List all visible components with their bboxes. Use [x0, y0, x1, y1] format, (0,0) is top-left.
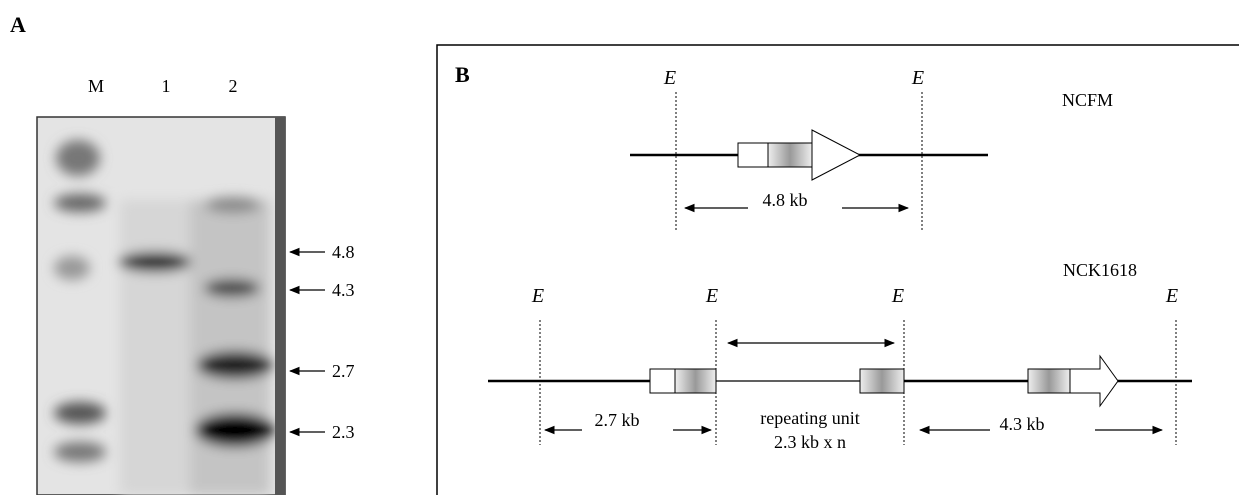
- size-marker: 2.3: [332, 422, 355, 442]
- ecori-site: E: [663, 67, 676, 89]
- lane-label: 2: [229, 76, 238, 96]
- lane-label: 1: [162, 76, 171, 96]
- figure: A M 1 2 4.8 4.3 2.7 2.3 B E E NCFM 4.8 k…: [0, 0, 1239, 495]
- size-marker: 2.7: [332, 361, 355, 381]
- ecori-site: E: [1165, 285, 1178, 307]
- size-marker: 4.3: [332, 280, 355, 300]
- repeat-length: 2.3 kb x n: [774, 432, 846, 452]
- strain-name: NCK1618: [1063, 260, 1137, 280]
- strain-name: NCFM: [1062, 90, 1113, 110]
- size-marker: 4.8: [332, 242, 355, 262]
- ncfm-map: [630, 92, 988, 232]
- fragment-length: 4.3 kb: [1000, 414, 1045, 434]
- repeat-label: repeating unit: [760, 408, 859, 428]
- ecori-site: E: [891, 285, 904, 307]
- ecori-site: E: [705, 285, 718, 307]
- marker-arrows: [290, 252, 325, 432]
- fragment-length: 4.8 kb: [763, 190, 808, 210]
- fragment-length: 2.7 kb: [595, 410, 640, 430]
- panel-label: B: [455, 62, 470, 87]
- ecori-site: E: [531, 285, 544, 307]
- gel: [37, 117, 285, 495]
- panel-label: A: [10, 12, 26, 37]
- ecori-site: E: [911, 67, 924, 89]
- lane-label: M: [88, 76, 104, 96]
